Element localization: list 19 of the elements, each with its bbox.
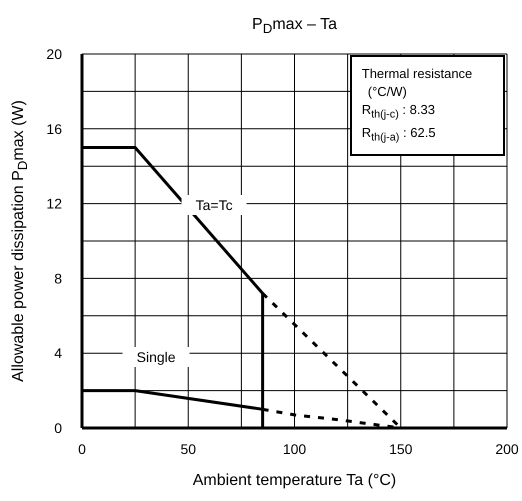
series-label: Single	[122, 346, 190, 367]
y-tick-label: 8	[54, 270, 62, 286]
x-tick-label: 150	[389, 440, 413, 457]
x-tick-label: 50	[180, 440, 196, 457]
y-tick-label: 0	[54, 420, 62, 436]
series-label: Ta=Tc	[182, 194, 247, 214]
annotation: R$_{th(j-c)}$ : 8.33	[362, 101, 436, 123]
y-tick-label: 4	[54, 345, 62, 362]
y-tick-label: 12	[46, 196, 62, 212]
y-tick-label: 16	[46, 120, 62, 137]
x-tick-label: 100	[282, 440, 306, 457]
annotation: R$_{th(j-a)}$ : 62.5	[362, 124, 437, 146]
x-tick-label: 0	[78, 440, 86, 457]
x-axis-title: Ambient temperature Ta (°C)	[192, 472, 398, 490]
y-tick-label: 20	[46, 46, 62, 62]
chart-title: P$_{D}$max – Ta	[251, 16, 338, 36]
annotation: (°C/W)	[366, 83, 408, 101]
x-tick-label: 200	[495, 440, 519, 457]
annotation: Thermal resistance	[362, 65, 474, 83]
